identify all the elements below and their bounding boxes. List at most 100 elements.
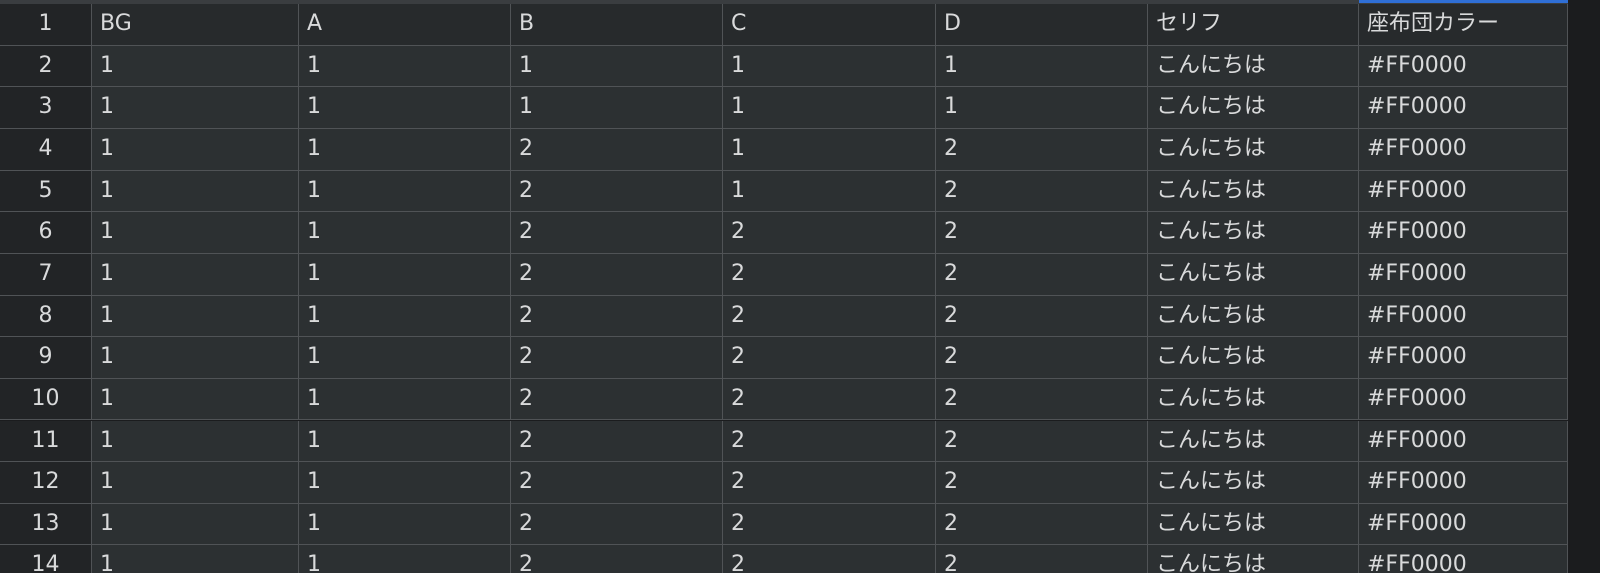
row-number[interactable]: 4: [0, 128, 92, 171]
cell[interactable]: 2: [723, 212, 936, 254]
cell[interactable]: 2: [936, 253, 1148, 296]
row-number[interactable]: 11: [0, 420, 92, 463]
cell[interactable]: #FF0000: [1359, 45, 1568, 88]
header-cell[interactable]: C: [723, 4, 936, 46]
cell[interactable]: 2: [511, 503, 723, 546]
cell[interactable]: 2: [936, 378, 1148, 421]
cell[interactable]: 1: [299, 503, 511, 546]
cell[interactable]: 1: [92, 253, 299, 296]
cell[interactable]: 1: [723, 128, 936, 171]
row-number[interactable]: 14: [0, 545, 92, 573]
cell[interactable]: #FF0000: [1359, 503, 1568, 546]
cell[interactable]: 1: [92, 545, 299, 573]
cell[interactable]: #FF0000: [1359, 420, 1568, 463]
cell[interactable]: 1: [511, 87, 723, 129]
cell[interactable]: 1: [723, 170, 936, 213]
cell[interactable]: 2: [511, 295, 723, 338]
cell[interactable]: 1: [299, 295, 511, 338]
cell[interactable]: 1: [723, 87, 936, 129]
cell[interactable]: 2: [936, 295, 1148, 338]
cell[interactable]: 2: [511, 170, 723, 213]
cell[interactable]: 1: [92, 87, 299, 129]
cell[interactable]: こんにちは: [1148, 420, 1359, 463]
cell[interactable]: 1: [92, 503, 299, 546]
cell[interactable]: 2: [936, 337, 1148, 379]
header-cell[interactable]: BG: [92, 4, 299, 46]
header-cell[interactable]: D: [936, 4, 1148, 46]
cell[interactable]: 1: [299, 337, 511, 379]
cell[interactable]: 2: [511, 420, 723, 463]
row-number[interactable]: 3: [0, 87, 92, 129]
cell[interactable]: 1: [299, 462, 511, 504]
cell[interactable]: 1: [92, 45, 299, 88]
cell[interactable]: #FF0000: [1359, 462, 1568, 504]
cell[interactable]: こんにちは: [1148, 462, 1359, 504]
cell[interactable]: #FF0000: [1359, 337, 1568, 379]
cell[interactable]: #FF0000: [1359, 545, 1568, 573]
cell[interactable]: #FF0000: [1359, 295, 1568, 338]
cell[interactable]: 1: [936, 87, 1148, 129]
row-number[interactable]: 6: [0, 212, 92, 254]
cell[interactable]: 2: [511, 462, 723, 504]
row-number[interactable]: 2: [0, 45, 92, 88]
cell[interactable]: 2: [723, 378, 936, 421]
header-cell[interactable]: セリフ: [1148, 4, 1359, 46]
row-number[interactable]: 13: [0, 503, 92, 546]
cell[interactable]: 2: [511, 337, 723, 379]
cell[interactable]: 2: [936, 462, 1148, 504]
cell[interactable]: 2: [936, 545, 1148, 573]
header-cell[interactable]: A: [299, 4, 511, 46]
cell[interactable]: 2: [723, 420, 936, 463]
cell[interactable]: 1: [511, 45, 723, 88]
row-number[interactable]: 12: [0, 462, 92, 504]
cell[interactable]: 1: [299, 253, 511, 296]
cell[interactable]: #FF0000: [1359, 170, 1568, 213]
cell[interactable]: 1: [92, 212, 299, 254]
cell[interactable]: こんにちは: [1148, 45, 1359, 88]
cell[interactable]: 2: [723, 545, 936, 573]
cell[interactable]: 1: [299, 378, 511, 421]
cell[interactable]: 1: [299, 212, 511, 254]
cell[interactable]: こんにちは: [1148, 212, 1359, 254]
cell[interactable]: 1: [92, 337, 299, 379]
header-cell[interactable]: 座布団カラー: [1359, 4, 1568, 46]
row-number[interactable]: 8: [0, 295, 92, 338]
cell[interactable]: 1: [92, 378, 299, 421]
cell[interactable]: #FF0000: [1359, 87, 1568, 129]
cell[interactable]: 1: [936, 45, 1148, 88]
cell[interactable]: #FF0000: [1359, 128, 1568, 171]
row-number[interactable]: 7: [0, 253, 92, 296]
cell[interactable]: 1: [92, 295, 299, 338]
cell[interactable]: #FF0000: [1359, 378, 1568, 421]
cell[interactable]: 1: [92, 128, 299, 171]
cell[interactable]: 1: [299, 545, 511, 573]
cell[interactable]: 2: [723, 337, 936, 379]
cell[interactable]: 2: [511, 378, 723, 421]
cell[interactable]: #FF0000: [1359, 253, 1568, 296]
cell[interactable]: 2: [511, 253, 723, 296]
row-number[interactable]: 10: [0, 378, 92, 421]
cell[interactable]: こんにちは: [1148, 128, 1359, 171]
row-number[interactable]: 1: [0, 4, 92, 46]
cell[interactable]: こんにちは: [1148, 295, 1359, 338]
cell[interactable]: 1: [92, 170, 299, 213]
cell[interactable]: こんにちは: [1148, 87, 1359, 129]
cell[interactable]: 2: [511, 212, 723, 254]
cell[interactable]: こんにちは: [1148, 545, 1359, 573]
cell[interactable]: 1: [299, 87, 511, 129]
cell[interactable]: 2: [723, 462, 936, 504]
cell[interactable]: 2: [936, 503, 1148, 546]
cell[interactable]: こんにちは: [1148, 337, 1359, 379]
cell[interactable]: こんにちは: [1148, 503, 1359, 546]
cell[interactable]: 2: [723, 295, 936, 338]
cell[interactable]: 1: [299, 420, 511, 463]
cell[interactable]: #FF0000: [1359, 212, 1568, 254]
cell[interactable]: 2: [723, 253, 936, 296]
cell[interactable]: 1: [723, 45, 936, 88]
cell[interactable]: 2: [936, 420, 1148, 463]
cell[interactable]: 1: [299, 45, 511, 88]
cell[interactable]: 2: [936, 128, 1148, 171]
cell[interactable]: 1: [299, 128, 511, 171]
row-number[interactable]: 9: [0, 337, 92, 379]
cell[interactable]: こんにちは: [1148, 170, 1359, 213]
